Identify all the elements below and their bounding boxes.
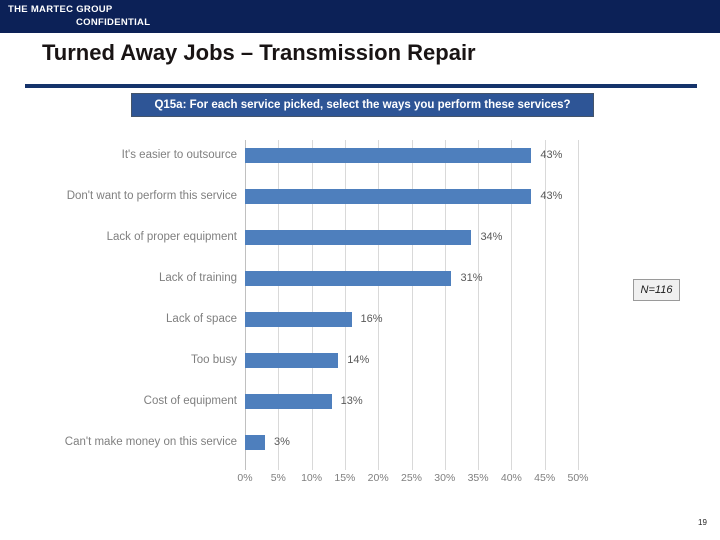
- gridline: [344, 140, 346, 470]
- page-title: Turned Away Jobs – Transmission Repair: [42, 40, 476, 65]
- title-divider: [25, 84, 697, 88]
- bar: [245, 189, 532, 204]
- category-label: Lack of training: [159, 272, 237, 284]
- category-label: Can't make money on this service: [64, 436, 237, 448]
- gridline: [278, 140, 280, 470]
- x-axis-tick-label: 20%: [367, 472, 389, 484]
- gridline: [311, 140, 313, 470]
- bar: [245, 312, 352, 327]
- header-bar: THE MARTEC GROUP CONFIDENTIAL: [0, 0, 720, 33]
- page-number: 19: [698, 518, 707, 527]
- x-axis-tick-label: 30%: [434, 472, 456, 484]
- gridline: [411, 140, 413, 470]
- value-label: 16%: [360, 313, 383, 325]
- x-axis-tick-label: 45%: [534, 472, 556, 484]
- category-label: Lack of space: [166, 313, 237, 325]
- category-label: Cost of equipment: [143, 395, 237, 407]
- x-axis-tick-label: 40%: [500, 472, 522, 484]
- value-label: 14%: [347, 354, 370, 366]
- gridline: [511, 140, 513, 470]
- bar: [245, 148, 532, 163]
- x-axis-tick-label: 5%: [270, 472, 286, 484]
- category-label: It's easier to outsource: [121, 149, 237, 161]
- gridline: [544, 140, 546, 470]
- sample-size-box: N=116: [633, 279, 680, 301]
- x-axis-tick-label: 15%: [334, 472, 356, 484]
- bar: [245, 353, 339, 368]
- category-label: Too busy: [190, 354, 237, 366]
- gridline: [444, 140, 446, 470]
- gridline: [578, 140, 579, 470]
- value-label: 43%: [540, 190, 563, 202]
- x-axis-tick-label: 0%: [237, 472, 253, 484]
- confidential-label: CONFIDENTIAL: [76, 17, 151, 28]
- value-label: 43%: [540, 149, 563, 161]
- gridline: [245, 140, 246, 470]
- value-label: 13%: [340, 395, 363, 407]
- question-banner: Q15a: For each service picked, select th…: [131, 93, 594, 117]
- bar: [245, 435, 265, 450]
- gridline: [378, 140, 380, 470]
- x-axis-tick-label: 50%: [567, 472, 589, 484]
- bar: [245, 394, 332, 409]
- x-axis-tick-label: 10%: [301, 472, 323, 484]
- value-label: 34%: [480, 231, 503, 243]
- company-name: THE MARTEC GROUP: [8, 4, 113, 15]
- gridline: [478, 140, 480, 470]
- bar: [245, 230, 472, 245]
- value-label: 3%: [273, 436, 290, 448]
- x-axis-tick-label: 25%: [400, 472, 422, 484]
- bar: [245, 271, 452, 286]
- category-label: Lack of proper equipment: [106, 231, 237, 243]
- value-label: 31%: [460, 272, 483, 284]
- x-axis-tick-label: 35%: [467, 472, 489, 484]
- category-label: Don't want to perform this service: [66, 190, 237, 202]
